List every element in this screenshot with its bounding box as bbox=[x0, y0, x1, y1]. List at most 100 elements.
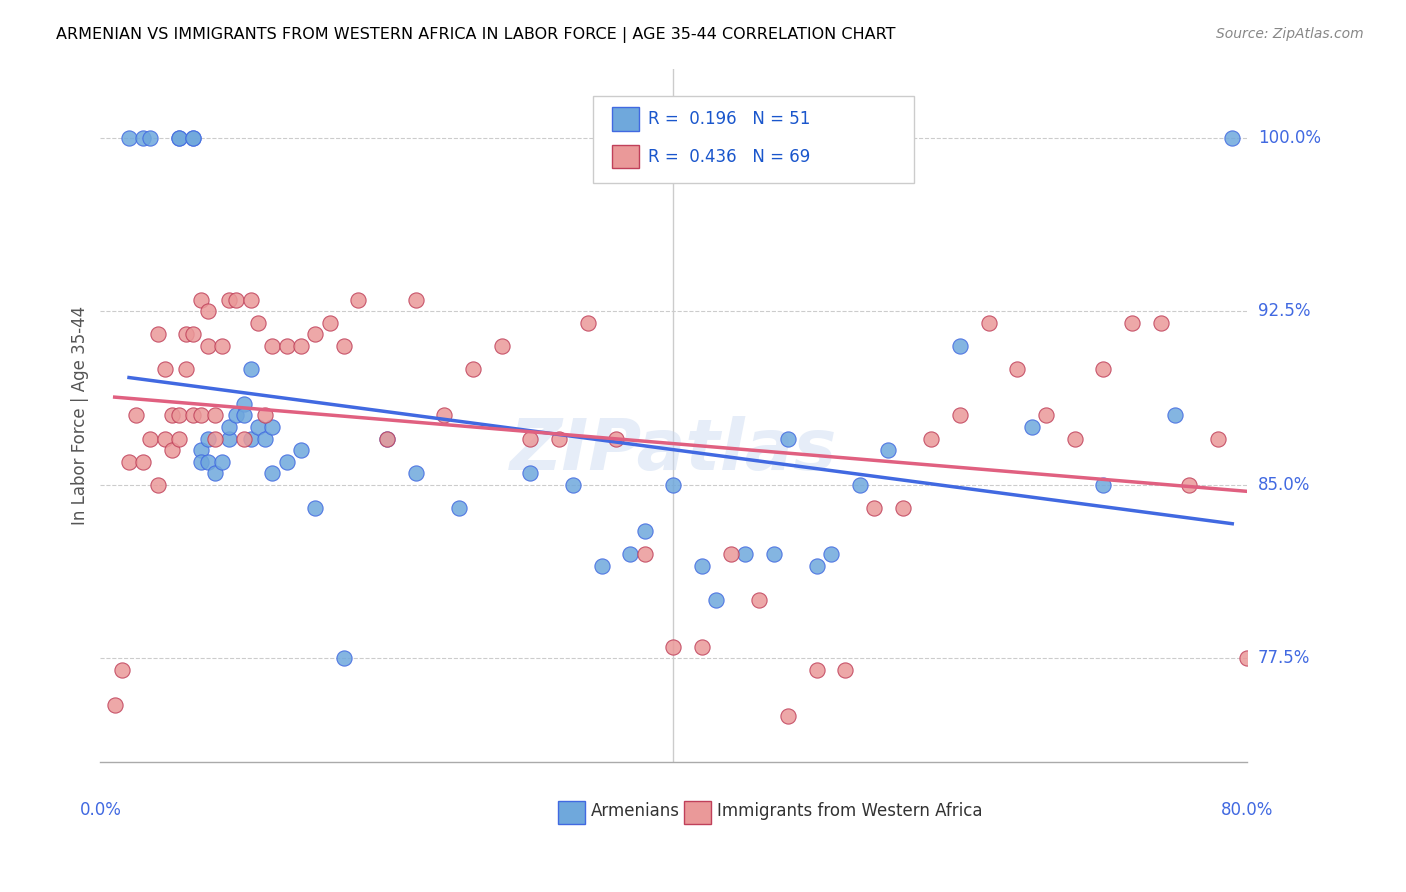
Point bbox=[834, 663, 856, 677]
Point bbox=[211, 339, 233, 353]
Point bbox=[820, 547, 842, 561]
Point bbox=[891, 500, 914, 515]
Point bbox=[375, 432, 398, 446]
Point bbox=[239, 432, 262, 446]
Text: 92.5%: 92.5% bbox=[1258, 302, 1310, 320]
Point bbox=[848, 478, 870, 492]
Point bbox=[262, 467, 284, 481]
Point bbox=[183, 131, 205, 145]
Point bbox=[519, 432, 541, 446]
Point bbox=[519, 467, 541, 481]
Point bbox=[104, 698, 127, 712]
Point bbox=[132, 131, 155, 145]
Point bbox=[347, 293, 370, 307]
Point bbox=[276, 339, 298, 353]
Point bbox=[132, 455, 155, 469]
Point bbox=[806, 663, 828, 677]
Point bbox=[276, 455, 298, 469]
Point bbox=[547, 432, 569, 446]
Point bbox=[433, 409, 456, 423]
Point bbox=[662, 478, 685, 492]
Point bbox=[1092, 362, 1115, 376]
Text: 0.0%: 0.0% bbox=[79, 801, 121, 819]
Point bbox=[877, 443, 900, 458]
Point bbox=[111, 663, 134, 677]
Point bbox=[254, 409, 277, 423]
Point bbox=[262, 420, 284, 434]
Point bbox=[290, 443, 312, 458]
Text: 77.5%: 77.5% bbox=[1258, 649, 1310, 667]
Point bbox=[167, 131, 190, 145]
Point bbox=[662, 640, 685, 654]
Text: Source: ZipAtlas.com: Source: ZipAtlas.com bbox=[1216, 27, 1364, 41]
Point bbox=[176, 362, 198, 376]
Point bbox=[977, 316, 1000, 330]
FancyBboxPatch shape bbox=[612, 107, 640, 131]
Point bbox=[491, 339, 513, 353]
Point bbox=[333, 651, 356, 665]
Point bbox=[254, 432, 277, 446]
Point bbox=[333, 339, 356, 353]
Point bbox=[1178, 478, 1201, 492]
Point bbox=[1021, 420, 1043, 434]
Point bbox=[190, 455, 212, 469]
Point bbox=[239, 362, 262, 376]
Point bbox=[461, 362, 484, 376]
Point bbox=[183, 131, 205, 145]
Point bbox=[304, 327, 326, 342]
Text: 80.0%: 80.0% bbox=[1220, 801, 1272, 819]
Point bbox=[949, 409, 972, 423]
Point bbox=[246, 316, 269, 330]
Point bbox=[634, 524, 657, 538]
Point bbox=[605, 432, 627, 446]
Point bbox=[405, 293, 427, 307]
Text: ARMENIAN VS IMMIGRANTS FROM WESTERN AFRICA IN LABOR FORCE | AGE 35-44 CORRELATIO: ARMENIAN VS IMMIGRANTS FROM WESTERN AFRI… bbox=[56, 27, 896, 43]
Point bbox=[706, 593, 728, 607]
Point bbox=[153, 432, 176, 446]
Point bbox=[619, 547, 641, 561]
Point bbox=[160, 443, 183, 458]
Point bbox=[204, 409, 226, 423]
Point bbox=[576, 316, 599, 330]
Point bbox=[1035, 409, 1057, 423]
Point bbox=[197, 304, 219, 318]
Point bbox=[1164, 409, 1187, 423]
Point bbox=[125, 409, 148, 423]
Point bbox=[863, 500, 886, 515]
Point bbox=[1206, 432, 1229, 446]
Point bbox=[1007, 362, 1029, 376]
Point bbox=[211, 455, 233, 469]
Point bbox=[1236, 651, 1258, 665]
Point bbox=[118, 131, 141, 145]
FancyBboxPatch shape bbox=[558, 800, 585, 824]
Point bbox=[232, 409, 254, 423]
Point bbox=[146, 478, 169, 492]
Text: ZIPatlas: ZIPatlas bbox=[510, 416, 837, 484]
Point bbox=[778, 432, 800, 446]
Point bbox=[160, 409, 183, 423]
Point bbox=[183, 327, 205, 342]
Point bbox=[1092, 478, 1115, 492]
Point bbox=[232, 397, 254, 411]
Point bbox=[690, 558, 713, 573]
FancyBboxPatch shape bbox=[683, 800, 711, 824]
Text: R =  0.196   N = 51: R = 0.196 N = 51 bbox=[648, 111, 811, 128]
FancyBboxPatch shape bbox=[612, 145, 640, 169]
Point bbox=[190, 293, 212, 307]
Point bbox=[304, 500, 326, 515]
FancyBboxPatch shape bbox=[593, 96, 914, 183]
Point bbox=[690, 640, 713, 654]
Point bbox=[806, 558, 828, 573]
Point bbox=[176, 327, 198, 342]
Text: Immigrants from Western Africa: Immigrants from Western Africa bbox=[717, 802, 983, 820]
Point bbox=[183, 409, 205, 423]
Point bbox=[949, 339, 972, 353]
Point bbox=[197, 455, 219, 469]
Point bbox=[167, 432, 190, 446]
Point bbox=[734, 547, 756, 561]
Point bbox=[204, 467, 226, 481]
Point bbox=[218, 293, 240, 307]
Point bbox=[720, 547, 742, 561]
Point bbox=[762, 547, 785, 561]
Point bbox=[139, 432, 162, 446]
